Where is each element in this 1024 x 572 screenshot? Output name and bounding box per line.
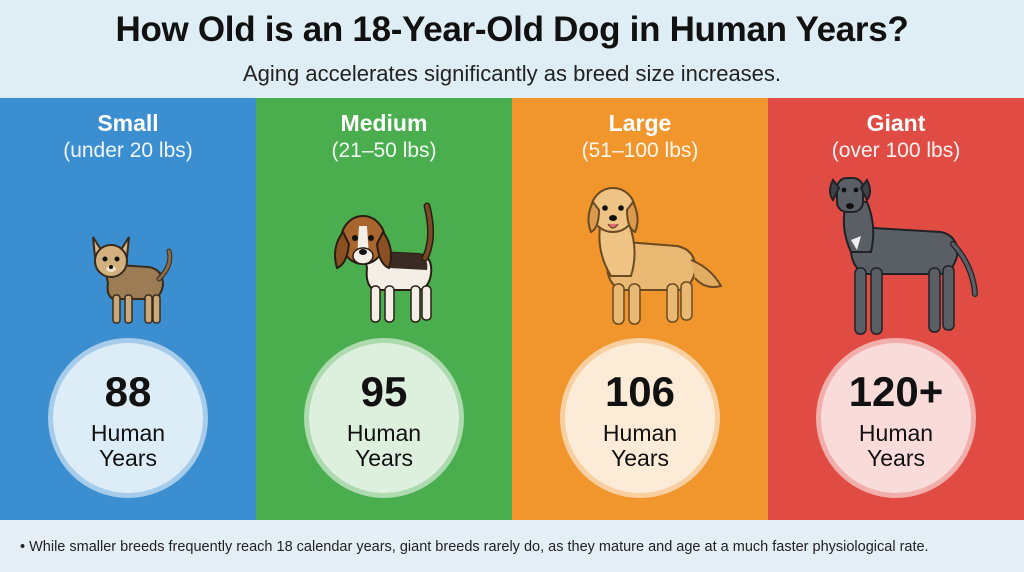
unit-line-2: Years (355, 445, 413, 471)
human-years-label: Human Years (53, 421, 203, 471)
panel-name: Giant (866, 110, 926, 136)
unit-line-1: Human (858, 420, 934, 446)
panel-giant: Giant (over 100 lbs) 120+ Human Years (768, 98, 1024, 520)
unit-line-1: Human (346, 420, 422, 446)
panel-medium: Medium (21–50 lbs) 95 Human Years (256, 98, 512, 520)
unit-line-2: Years (867, 445, 925, 471)
panel-name: Large (608, 110, 672, 136)
human-years-value: 106 (604, 368, 676, 415)
panel-large: Large (51–100 lbs) 106 Human Years (512, 98, 768, 520)
unit-line-2: Years (611, 445, 669, 471)
unit-line-1: Human (602, 420, 678, 446)
page-title: How Old is an 18-Year-Old Dog in Human Y… (115, 10, 909, 49)
panel-small: Small (under 20 lbs) 88 Human Years (0, 98, 256, 520)
human-years-value: 95 (360, 368, 408, 415)
unit-line-2: Years (99, 445, 157, 471)
human-years-value: 88 (104, 368, 152, 415)
footnote: • While smaller breeds frequently reach … (20, 539, 929, 555)
header: How Old is an 18-Year-Old Dog in Human Y… (0, 0, 1024, 98)
human-years-value: 120+ (848, 368, 944, 415)
human-years-label: Human Years (821, 421, 971, 471)
panel-range: (over 100 lbs) (831, 139, 961, 162)
age-badge: 95 Human Years (309, 343, 459, 493)
human-years-label: Human Years (309, 421, 459, 471)
page-subtitle: Aging accelerates significantly as breed… (242, 61, 782, 86)
panel-range: (21–50 lbs) (331, 139, 437, 162)
golden-retriever-icon (587, 187, 723, 325)
panel-range: (51–100 lbs) (581, 139, 699, 162)
beagle-icon (334, 202, 434, 323)
breed-size-panels: Small (under 20 lbs) 88 Human Years (0, 98, 1024, 520)
age-badge: 120+ Human Years (821, 343, 971, 493)
footer: • While smaller breeds frequently reach … (0, 520, 1024, 572)
great-dane-icon (829, 177, 978, 335)
chihuahua-icon (92, 236, 173, 324)
age-badge: 88 Human Years (53, 343, 203, 493)
panel-name: Medium (340, 110, 428, 136)
panel-range: (under 20 lbs) (63, 139, 193, 162)
human-years-label: Human Years (565, 421, 715, 471)
unit-line-1: Human (90, 420, 166, 446)
age-badge: 106 Human Years (565, 343, 715, 493)
panel-name: Small (97, 110, 159, 136)
